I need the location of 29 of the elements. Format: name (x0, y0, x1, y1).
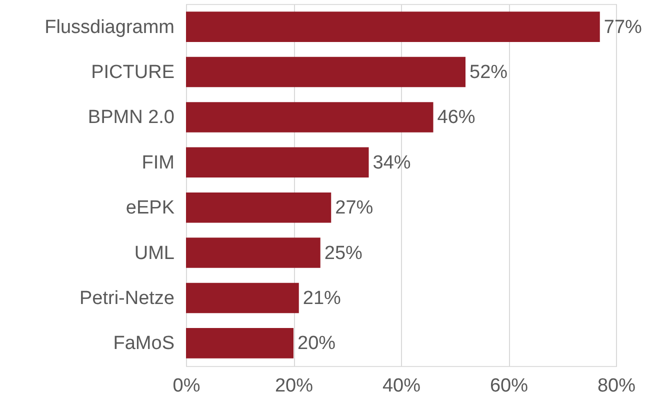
bar (186, 282, 299, 314)
x-tick-label: 80% (597, 376, 636, 396)
data-label: 21% (302, 288, 342, 309)
y-tick-label: BPMN 2.0 (88, 107, 174, 128)
y-tick-label: Petri-Netze (79, 288, 174, 309)
data-label: 46% (437, 107, 476, 128)
x-tick-label: 60% (490, 376, 528, 396)
bar (186, 102, 434, 132)
y-tick-label: FIM (142, 152, 174, 174)
data-label: 20% (298, 333, 336, 354)
x-tick-label: 20% (274, 376, 314, 396)
y-tick-label: FaMoS (113, 333, 174, 354)
x-tick-label: 40% (382, 376, 421, 396)
y-tick-label: Flussdiagramm (44, 16, 174, 38)
data-label: 77% (604, 16, 642, 38)
data-label: 25% (324, 242, 363, 264)
data-label: 27% (335, 198, 374, 219)
y-tick-label: PICTURE (91, 62, 174, 84)
data-label: 52% (470, 62, 508, 84)
bar (186, 192, 332, 223)
x-tick-label: 0% (172, 376, 200, 396)
data-label: 34% (372, 152, 411, 174)
y-tick-label: UML (134, 242, 174, 264)
bar (186, 147, 369, 178)
bar (186, 56, 466, 88)
bar (186, 12, 600, 42)
bar (186, 328, 294, 358)
y-tick-label: eEPK (126, 198, 175, 219)
bar (186, 238, 320, 268)
